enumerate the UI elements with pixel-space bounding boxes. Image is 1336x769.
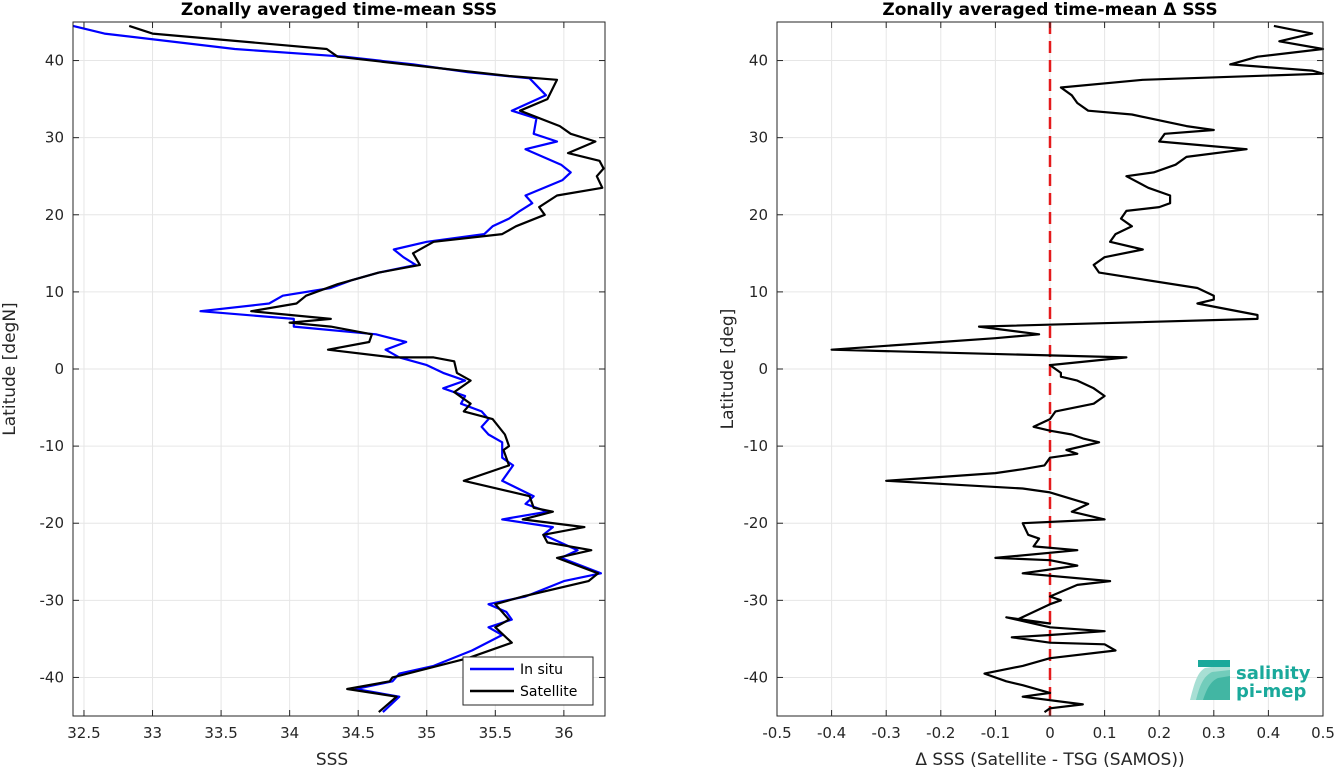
sss-xtick-label: 35: [417, 724, 436, 742]
sss-ytick-label: 0: [54, 360, 64, 378]
sss-xtick-label: 33: [143, 724, 162, 742]
wave-icon: [1190, 660, 1230, 700]
sss-xtick-label: 32.5: [67, 724, 100, 742]
sss-ytick-label: -30: [40, 591, 65, 609]
delta-x-axis-label: Δ SSS (Satellite - TSG (SAMOS)): [915, 750, 1184, 769]
sss-ytick-label: -20: [40, 514, 65, 532]
sss-xtick-label: 33.5: [204, 724, 237, 742]
sss-xtick-label: 36: [554, 724, 573, 742]
delta-ytick-label: -30: [744, 591, 769, 609]
sss-x-axis-label: SSS: [316, 750, 348, 769]
logo-text-pi-mep: pi-mep: [1236, 681, 1306, 702]
delta-ytick-label: 0: [758, 360, 768, 378]
delta-xtick-label: 0.3: [1202, 724, 1226, 742]
delta-series-line-delta: [830, 24, 1325, 714]
delta-xtick-label: -0.3: [872, 724, 901, 742]
sss-ticks: 32.5 33 33.5 34 34.5 35 35.5 36 -40 -30 -20 -10 0 10 2…: [40, 22, 605, 742]
delta-ytick-label: 20: [749, 206, 768, 224]
sss-ytick-label: -10: [40, 437, 65, 455]
sss-ytick-label: 10: [45, 283, 64, 301]
sss-ytick-label: -40: [40, 668, 65, 686]
legend-label-in-situ: In situ: [520, 662, 563, 678]
sss-series-line-satellite: [128, 24, 605, 713]
logo-text-salinity: salinity: [1236, 663, 1311, 684]
delta-ytick-label: -10: [744, 437, 769, 455]
delta-sss-panel: -0.5 -0.4 -0.3 -0.2 -0.1 0 0.1 0.2 0.3 0.4 0.5 -40 -…: [718, 0, 1335, 769]
legend-box: [462, 656, 594, 706]
sss-xtick-label: 35.5: [479, 724, 512, 742]
delta-chart-title: Zonally averaged time-mean Δ SSS: [882, 0, 1217, 20]
delta-series-lines: [830, 24, 1325, 714]
delta-ytick-label: -40: [744, 668, 769, 686]
delta-xtick-label: 0.4: [1256, 724, 1280, 742]
delta-xtick-label: 0.5: [1311, 724, 1335, 742]
sss-panel: 32.5 33 33.5 34 34.5 35 35.5 36 -40 -30 -20 -10 0 10 2…: [0, 0, 606, 769]
delta-xtick-label: 0.2: [1147, 724, 1171, 742]
delta-xtick-label: -0.1: [981, 724, 1010, 742]
delta-y-axis-label: Latitude [deg]: [718, 309, 738, 430]
sss-ytick-label: 30: [45, 129, 64, 147]
delta-xtick-label: 0: [1045, 724, 1055, 742]
delta-ticks: -0.5 -0.4 -0.3 -0.2 -0.1 0 0.1 0.2 0.3 0.4 0.5 -40 -…: [744, 22, 1335, 742]
delta-ytick-label: 10: [749, 283, 768, 301]
delta-xtick-label: -0.2: [926, 724, 955, 742]
sss-chart-title: Zonally averaged time-mean SSS: [181, 0, 497, 20]
sss-xtick-label: 34: [280, 724, 299, 742]
delta-ytick-label: 40: [749, 52, 768, 70]
salinity-pi-mep-logo: salinity pi-mep: [1190, 660, 1311, 702]
delta-ytick-label: -20: [744, 514, 769, 532]
delta-xtick-label: -0.5: [762, 724, 791, 742]
delta-ytick-label: 30: [749, 129, 768, 147]
sss-ytick-label: 40: [45, 52, 64, 70]
delta-xtick-label: 0.1: [1093, 724, 1117, 742]
legend-label-satellite: Satellite: [520, 684, 577, 700]
legend: In situ Satellite: [462, 656, 594, 706]
sss-grid: [73, 22, 605, 716]
delta-xtick-label: -0.4: [817, 724, 846, 742]
sss-series-lines: [72, 24, 605, 713]
sss-xtick-label: 34.5: [341, 724, 374, 742]
sss-ytick-label: 20: [45, 206, 64, 224]
sss-y-axis-label: Latitude [degN]: [0, 302, 20, 435]
